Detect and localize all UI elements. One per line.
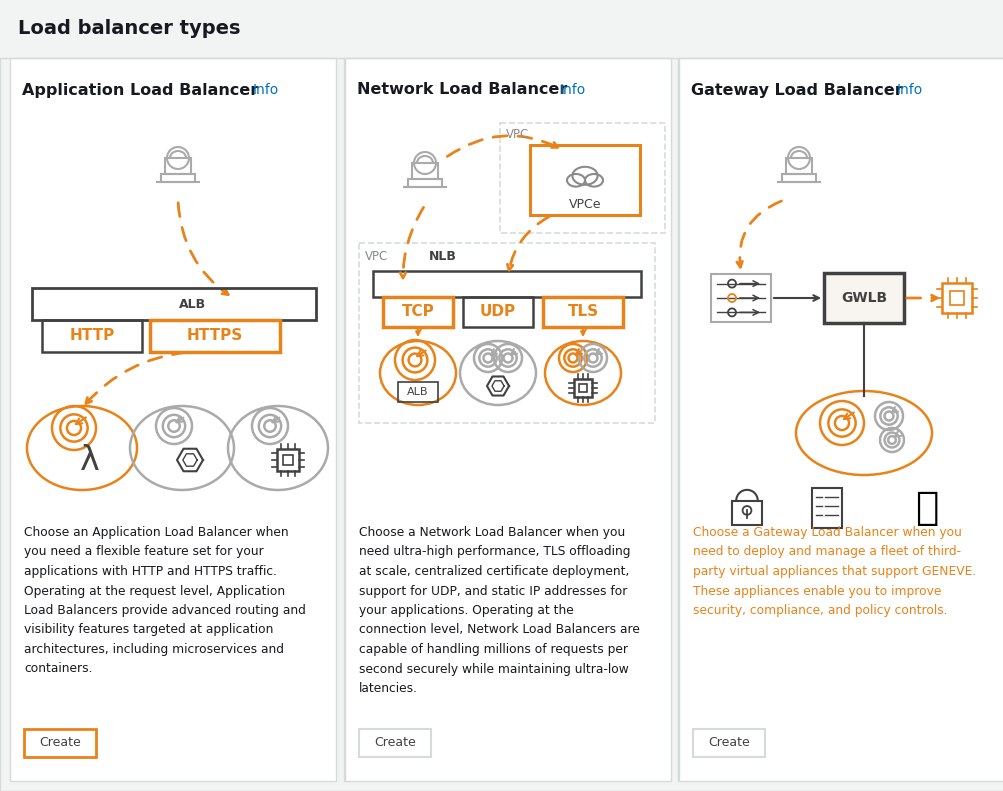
FancyBboxPatch shape [678,58,1003,781]
FancyArrowPatch shape [400,207,423,278]
FancyBboxPatch shape [0,0,1003,58]
Text: Choose a Gateway Load Balancer when you
need to deploy and manage a fleet of thi: Choose a Gateway Load Balancer when you … [692,526,975,617]
Text: Info: Info [253,83,279,97]
FancyArrowPatch shape [906,295,936,301]
Text: Create: Create [707,736,749,750]
Text: Load balancer types: Load balancer types [18,20,241,39]
Text: λ: λ [80,444,99,476]
Text: TCP: TCP [401,305,434,320]
Text: Gateway Load Balancer: Gateway Load Balancer [690,82,902,97]
FancyArrowPatch shape [736,201,780,267]
Text: Application Load Balancer: Application Load Balancer [22,82,258,97]
FancyBboxPatch shape [345,58,670,781]
Text: TLS: TLS [567,305,598,320]
Text: ALB: ALB [180,297,207,311]
FancyArrowPatch shape [580,329,585,335]
Text: UDP: UDP [479,305,516,320]
FancyArrowPatch shape [447,135,558,157]
FancyArrowPatch shape [507,216,549,271]
Text: Network Load Balancer: Network Load Balancer [357,82,567,97]
Text: Create: Create [39,736,81,750]
FancyArrowPatch shape [415,329,420,335]
Text: Choose an Application Load Balancer when
you need a flexible feature set for you: Choose an Application Load Balancer when… [24,526,306,676]
Text: HTTP: HTTP [69,328,114,343]
Text: ALB: ALB [407,387,428,397]
FancyBboxPatch shape [823,273,903,323]
Text: VPC: VPC [365,251,388,263]
FancyArrowPatch shape [86,352,187,403]
Text: Info: Info [560,83,586,97]
Text: VPC: VPC [506,128,529,142]
Text: Choose a Network Load Balancer when you
need ultra-high performance, TLS offload: Choose a Network Load Balancer when you … [359,526,639,695]
FancyBboxPatch shape [10,58,336,781]
Text: VPCe: VPCe [568,199,601,211]
FancyArrowPatch shape [178,202,228,294]
Text: GWLB: GWLB [841,291,887,305]
Text: HTTPS: HTTPS [187,328,243,343]
Text: Create: Create [374,736,415,750]
Text: Info: Info [896,83,923,97]
Text: 🔥: 🔥 [915,489,938,527]
Text: NLB: NLB [428,251,456,263]
